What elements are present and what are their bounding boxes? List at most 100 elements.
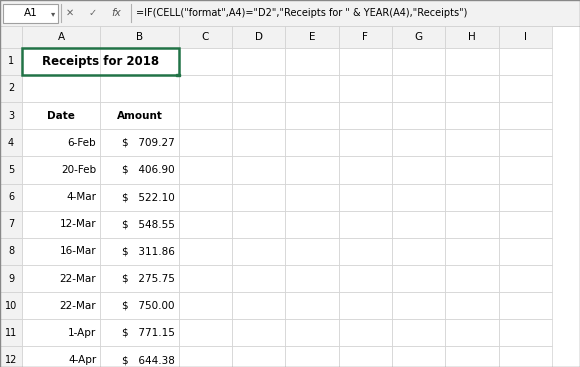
Bar bbox=[0, 26, 22, 48]
Text: Amount: Amount bbox=[117, 110, 162, 121]
Bar bbox=[339, 265, 392, 292]
Bar bbox=[179, 211, 232, 238]
Bar bbox=[445, 129, 499, 156]
Bar bbox=[445, 265, 499, 292]
Bar bbox=[285, 156, 339, 184]
Text: $   771.15: $ 771.15 bbox=[122, 328, 175, 338]
Bar bbox=[499, 75, 552, 102]
Bar bbox=[22, 102, 100, 129]
Text: A1: A1 bbox=[24, 8, 37, 18]
Bar bbox=[179, 238, 232, 265]
Bar bbox=[100, 211, 179, 238]
Bar bbox=[285, 238, 339, 265]
Bar bbox=[499, 292, 552, 319]
Bar bbox=[232, 129, 285, 156]
Text: 2: 2 bbox=[8, 83, 14, 94]
Bar bbox=[232, 265, 285, 292]
Bar bbox=[339, 319, 392, 346]
Bar bbox=[392, 26, 445, 48]
Text: =IF(CELL("format",A4)="D2","Receipts for " & YEAR(A4),"Receipts"): =IF(CELL("format",A4)="D2","Receipts for… bbox=[136, 8, 467, 18]
Text: 1-Apr: 1-Apr bbox=[68, 328, 96, 338]
Bar bbox=[232, 26, 285, 48]
Text: I: I bbox=[524, 32, 527, 42]
Bar bbox=[445, 156, 499, 184]
Bar bbox=[285, 75, 339, 102]
Bar bbox=[179, 75, 232, 102]
Text: 22-Mar: 22-Mar bbox=[60, 301, 96, 311]
Text: $   548.55: $ 548.55 bbox=[122, 219, 175, 229]
Bar bbox=[392, 265, 445, 292]
Bar bbox=[339, 48, 392, 75]
Bar bbox=[499, 265, 552, 292]
Bar bbox=[179, 102, 232, 129]
Text: $   275.75: $ 275.75 bbox=[122, 273, 175, 284]
Bar bbox=[445, 238, 499, 265]
Bar bbox=[22, 211, 100, 238]
Bar bbox=[392, 156, 445, 184]
Text: 3: 3 bbox=[8, 110, 14, 121]
Text: ✓: ✓ bbox=[89, 8, 97, 18]
Bar bbox=[100, 75, 179, 102]
Text: 22-Mar: 22-Mar bbox=[60, 273, 96, 284]
Text: 12-Mar: 12-Mar bbox=[60, 219, 96, 229]
Text: 4: 4 bbox=[8, 138, 14, 148]
Text: 10: 10 bbox=[5, 301, 17, 311]
Bar bbox=[339, 156, 392, 184]
Text: 12: 12 bbox=[5, 355, 17, 365]
Text: 9: 9 bbox=[8, 273, 14, 284]
Text: 6: 6 bbox=[8, 192, 14, 202]
Bar bbox=[499, 102, 552, 129]
Bar bbox=[339, 129, 392, 156]
Bar bbox=[445, 26, 499, 48]
Bar bbox=[285, 184, 339, 211]
Bar bbox=[392, 184, 445, 211]
Bar bbox=[22, 265, 100, 292]
Bar bbox=[22, 346, 100, 367]
Text: 20-Feb: 20-Feb bbox=[61, 165, 96, 175]
Text: $   709.27: $ 709.27 bbox=[122, 138, 175, 148]
Bar bbox=[179, 184, 232, 211]
Bar bbox=[392, 319, 445, 346]
Bar bbox=[0, 48, 22, 75]
Bar bbox=[285, 319, 339, 346]
Bar bbox=[445, 292, 499, 319]
Bar bbox=[339, 184, 392, 211]
Bar bbox=[22, 48, 100, 75]
Bar bbox=[100, 346, 179, 367]
Bar bbox=[445, 102, 499, 129]
Bar bbox=[22, 319, 100, 346]
Bar bbox=[100, 102, 179, 129]
Text: $   522.10: $ 522.10 bbox=[122, 192, 175, 202]
Bar bbox=[232, 184, 285, 211]
Bar bbox=[232, 238, 285, 265]
Bar bbox=[392, 211, 445, 238]
Bar bbox=[499, 319, 552, 346]
Bar bbox=[22, 48, 179, 75]
Text: 4-Mar: 4-Mar bbox=[66, 192, 96, 202]
Bar bbox=[179, 319, 232, 346]
Text: 8: 8 bbox=[8, 246, 14, 257]
Bar bbox=[22, 184, 100, 211]
Bar bbox=[392, 102, 445, 129]
Bar bbox=[100, 238, 179, 265]
Bar bbox=[285, 346, 339, 367]
Bar bbox=[499, 211, 552, 238]
Bar bbox=[179, 346, 232, 367]
Bar bbox=[0, 184, 22, 211]
Bar bbox=[285, 265, 339, 292]
Bar bbox=[100, 184, 179, 211]
Bar bbox=[339, 292, 392, 319]
Bar bbox=[0, 0, 580, 26]
Bar bbox=[179, 265, 232, 292]
Bar bbox=[3, 4, 58, 23]
Text: C: C bbox=[202, 32, 209, 42]
Bar bbox=[392, 292, 445, 319]
Bar bbox=[445, 346, 499, 367]
Bar bbox=[0, 102, 22, 129]
Bar bbox=[232, 292, 285, 319]
Text: E: E bbox=[309, 32, 316, 42]
Bar bbox=[22, 238, 100, 265]
Bar bbox=[22, 26, 100, 48]
Bar bbox=[392, 48, 445, 75]
Bar bbox=[285, 26, 339, 48]
